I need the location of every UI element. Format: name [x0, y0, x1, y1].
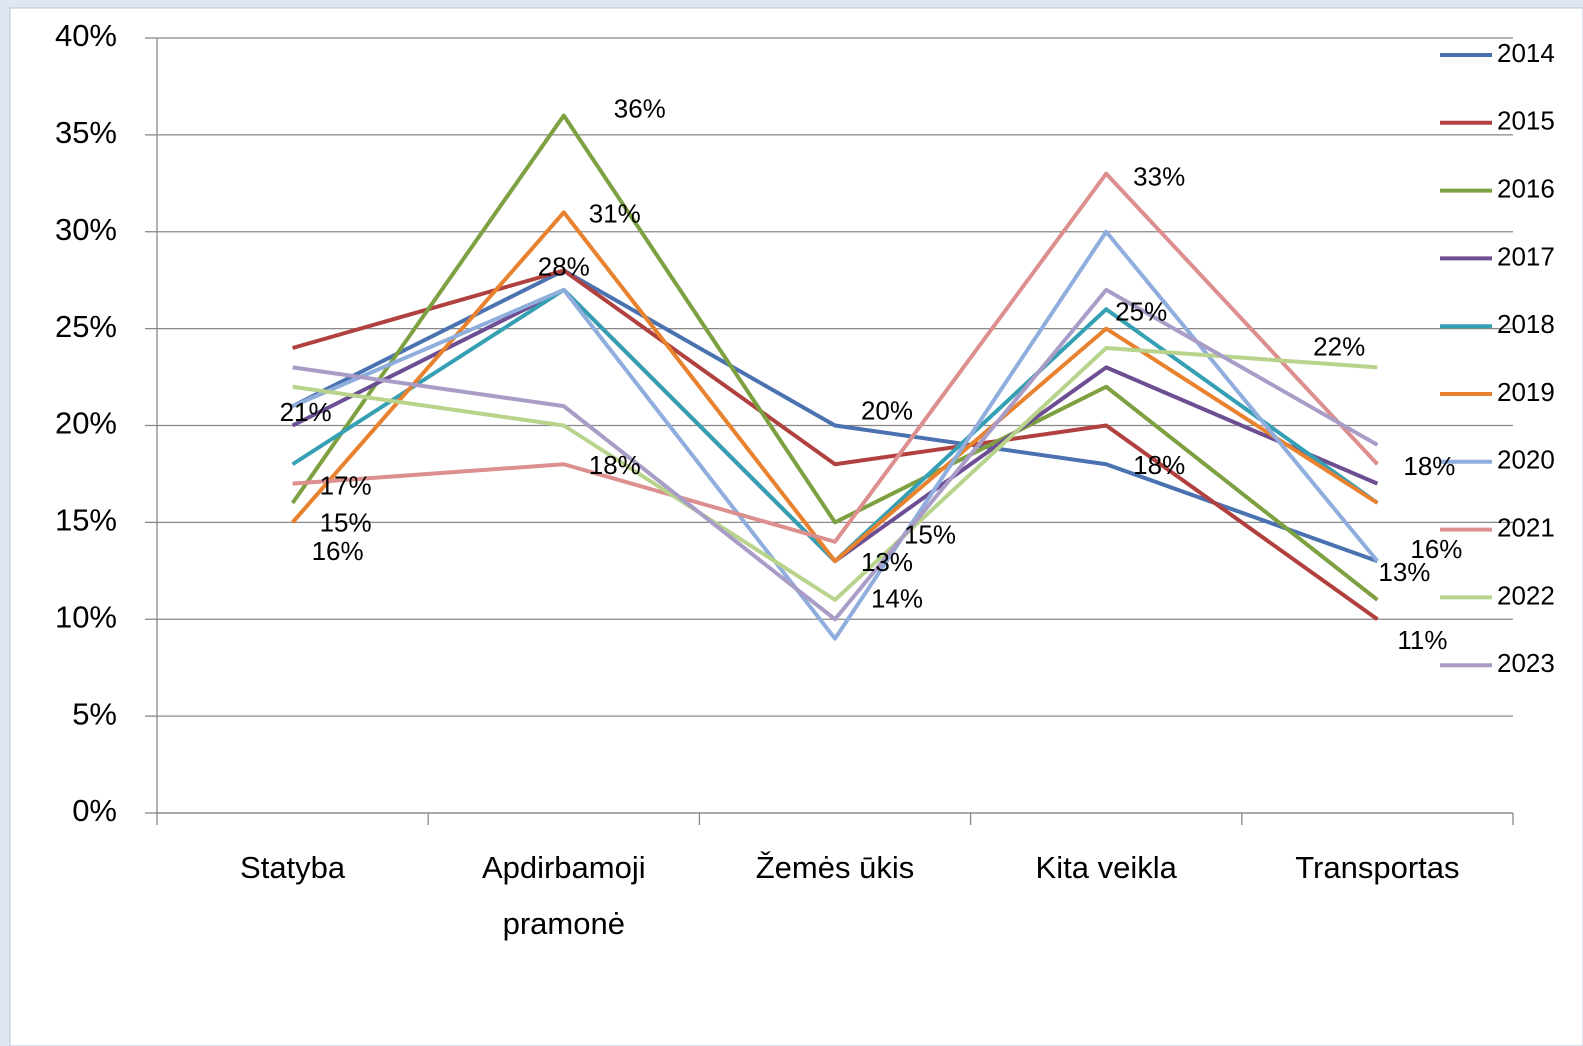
line-series [290, 113, 1379, 602]
data-label: 11% [1397, 625, 1447, 655]
y-tick-label: 30% [55, 212, 117, 247]
data-label: 13% [861, 547, 913, 577]
data-label: 13% [1378, 557, 1430, 587]
data-label: 20% [861, 395, 913, 425]
data-label: 18% [1133, 450, 1185, 480]
legend-label: 2019 [1497, 377, 1555, 407]
y-tick-label: 25% [55, 309, 117, 344]
data-label: 17% [320, 471, 372, 501]
legend-label: 2023 [1497, 648, 1555, 678]
data-label: 16% [1410, 534, 1462, 564]
line-series [292, 268, 1379, 621]
legend-label: 2021 [1497, 512, 1555, 542]
data-label: 25% [1115, 297, 1167, 327]
y-tick-label: 40% [55, 18, 117, 53]
legend-label: 2022 [1497, 580, 1555, 610]
data-label: 21% [280, 397, 332, 427]
x-tick-label: Apdirbamoji pramonė [482, 850, 646, 941]
line-series [292, 171, 1379, 544]
line-series [291, 210, 1379, 564]
legend-label: 2015 [1497, 106, 1555, 136]
data-label: 28% [538, 251, 590, 281]
data-label: 18% [589, 450, 641, 480]
legend-label: 2017 [1497, 241, 1555, 271]
x-tick-label: Statyba [240, 850, 346, 885]
x-tick-label: Žemės ūkis [756, 850, 914, 885]
legend-label: 2018 [1497, 309, 1555, 339]
chart-area [9, 7, 1583, 1046]
y-tick-label: 20% [55, 406, 117, 441]
line-series [292, 346, 1378, 602]
data-label: 36% [614, 93, 666, 123]
legend-label: 2020 [1497, 445, 1555, 475]
data-label: 15% [904, 519, 956, 549]
x-tick-label: Kita veikla [1036, 850, 1178, 885]
y-tick-label: 15% [55, 503, 117, 538]
data-label: 33% [1133, 162, 1185, 192]
legend-label: 2014 [1497, 38, 1555, 68]
x-tick-label: Transportas [1295, 850, 1459, 885]
data-label: 22% [1313, 332, 1365, 362]
y-tick-label: 5% [72, 696, 117, 731]
data-label: 31% [589, 198, 641, 228]
data-label: 15% [320, 507, 372, 537]
y-tick-label: 0% [72, 793, 117, 828]
y-tick-label: 10% [55, 599, 117, 634]
data-label: 14% [871, 584, 923, 614]
line-series [292, 287, 1379, 622]
legend-label: 2016 [1497, 173, 1555, 203]
data-label: 18% [1403, 451, 1455, 481]
y-tick-label: 35% [55, 115, 117, 150]
data-label: 16% [312, 536, 364, 566]
